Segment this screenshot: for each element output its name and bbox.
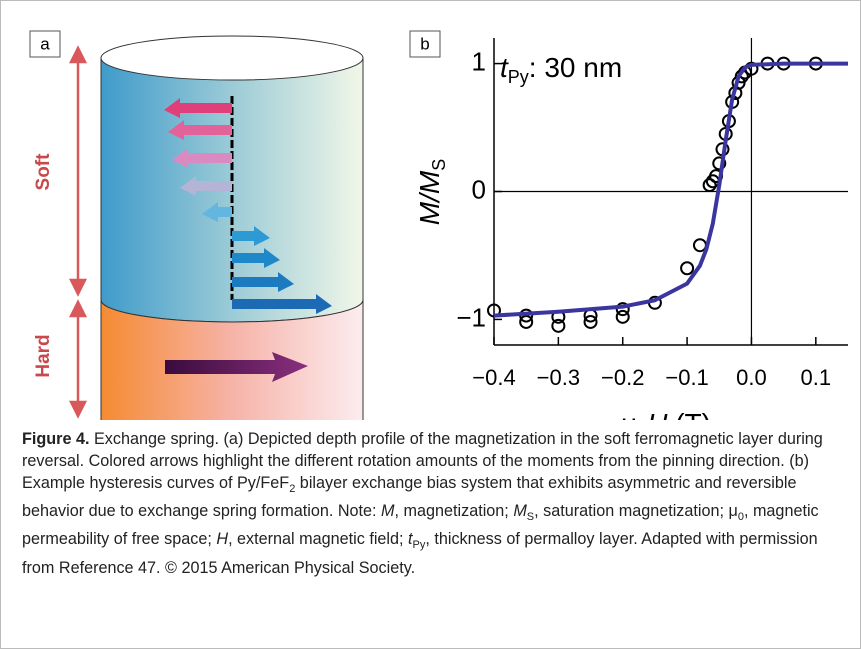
caption: Figure 4. Exchange spring. (a) Depicted … [22,428,837,579]
x-tick-label: −0.4 [472,365,515,390]
panel-label-box [409,30,441,58]
data-point [519,314,534,329]
soft-label: Soft [33,153,54,191]
caption-run: Py [412,539,426,552]
spin-arrow [172,148,232,168]
spin-arrow [202,202,232,222]
caption-run: , external magnetic field; [228,530,409,549]
panel-label-box [29,30,61,58]
panel-label: a [40,34,50,53]
x-label-unit: (T) [667,408,711,420]
hard-label: Hard [33,334,54,377]
annotation-text: : 30 nm [529,52,622,83]
fit-line [493,61,848,318]
annotation: tPy: 30 nm [500,52,622,86]
x-tick-label: 0.1 [801,365,832,390]
caption-run: t [408,530,413,549]
x-tick-label: 0.0 [736,365,767,390]
y-tick-label: 1 [472,46,486,76]
spin-arrows [164,98,332,314]
y-label-main: M/M [414,170,445,225]
spin-arrow [164,98,232,118]
data-point [615,302,630,317]
data-point [551,318,566,333]
spin-arrow [180,176,232,196]
caption-run: 2 [289,483,296,496]
spin-arrow [232,248,280,268]
caption-run: , saturation magnetization; μ [534,502,738,521]
x-axis-label: μ0H (T) [621,408,711,420]
caption-run: M [381,502,395,521]
x-tick-label: −0.2 [601,365,644,390]
y-axis-label: M/MS [414,159,448,225]
caption-run: S [526,511,535,524]
caption-run: Exchange spring. (a) Depicted depth prof… [22,430,823,492]
panel-a: a Soft Hard [29,30,364,420]
x-tick-label: −0.3 [537,365,580,390]
data-point [712,156,727,171]
spin-arrow [232,226,270,246]
caption-run: M [513,502,527,521]
data-point [583,314,598,329]
x-tick-label: −0.1 [665,365,708,390]
caption-run: Figure 4. [22,430,90,448]
data-point [680,261,695,276]
hard-arrow [165,352,308,382]
caption-run: , magnetization; [394,502,514,521]
y-label-sub: S [429,159,449,171]
data-point [487,303,501,318]
figure: a Soft Hard b tPy: 30 nm M/MS μ0H (T) −1… [29,30,848,420]
x-label-mu: μ [621,408,637,420]
caption-run: , magnetic permeability of free space; [22,502,819,549]
caption-run: 0 [737,511,744,524]
spin-arrow [232,294,332,314]
extent-arrows [68,45,88,419]
data-point [615,309,630,324]
cylinder-top [100,35,364,81]
annotation-sub: Py [508,67,529,87]
y-tick-label: −1 [456,302,486,332]
annotation-var: t [500,52,509,83]
caption-run: bilayer exchange bias system that exhibi… [22,474,797,521]
y-tick-label: 0 [472,174,486,204]
panel-label: b [420,34,429,53]
caption-run: H [216,530,229,549]
spin-arrow [168,120,232,140]
panel-b: b tPy: 30 nm M/MS μ0H (T) −1 0 1 −0.4 −0.3 −0… [409,30,848,420]
data-point [702,178,717,193]
x-label-var: H [647,408,668,420]
caption-run: , thickness of permalloy layer. Adapted … [22,530,818,577]
spin-arrow [232,272,294,292]
